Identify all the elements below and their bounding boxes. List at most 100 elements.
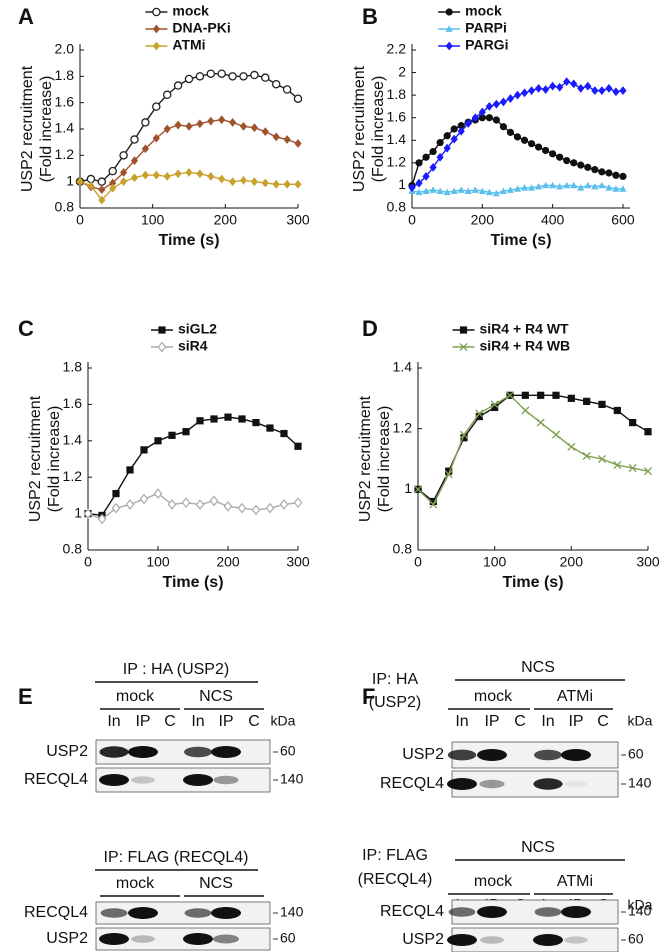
marker <box>415 178 423 188</box>
marker <box>265 502 275 514</box>
marker <box>436 187 444 194</box>
x-tick-label: 100 <box>141 212 165 228</box>
y-tick-label: 1.6 <box>63 395 83 411</box>
marker <box>577 161 585 169</box>
marker <box>605 184 613 191</box>
band <box>184 908 212 918</box>
x-tick-label: 0 <box>76 212 84 228</box>
lane-label: IP <box>568 713 583 730</box>
marker <box>250 70 259 80</box>
marker <box>184 74 194 84</box>
y-axis-title: USP2 recruitment <box>27 395 44 522</box>
marker <box>549 81 557 91</box>
marker <box>271 79 281 89</box>
band <box>561 749 591 761</box>
marker <box>527 140 536 148</box>
marker <box>582 451 591 461</box>
marker <box>444 470 453 479</box>
marker <box>527 86 536 96</box>
y-tick-label: 1.4 <box>393 359 413 375</box>
marker <box>279 499 289 510</box>
panel-label: A <box>18 4 34 29</box>
marker <box>120 177 128 187</box>
marker <box>126 466 134 474</box>
marker <box>478 114 486 122</box>
marker <box>162 90 172 100</box>
marker <box>506 128 515 136</box>
marker <box>556 82 564 92</box>
lane-label: IP <box>218 713 233 730</box>
y-tick-label: 1.8 <box>55 67 75 83</box>
band <box>561 906 591 918</box>
marker <box>443 132 451 140</box>
marker <box>174 120 182 130</box>
marker <box>570 79 578 89</box>
y-tick-label: 0.8 <box>63 541 83 557</box>
marker <box>429 500 438 509</box>
marker <box>605 83 613 93</box>
band <box>183 933 213 945</box>
band <box>533 934 563 946</box>
marker <box>492 99 500 109</box>
marker <box>598 86 606 96</box>
marker <box>415 188 423 196</box>
lane-label: In <box>455 713 468 730</box>
marker <box>591 86 599 96</box>
marker <box>567 394 575 402</box>
marker <box>612 185 620 192</box>
band <box>534 749 562 761</box>
marker <box>97 513 107 525</box>
marker <box>272 179 280 189</box>
marker <box>591 182 599 190</box>
y-tick-label: 0.8 <box>393 541 413 557</box>
marker <box>163 124 171 134</box>
band <box>183 774 213 786</box>
x-tick-label: 200 <box>471 212 495 228</box>
marker <box>294 179 302 189</box>
marker <box>429 147 437 156</box>
marker <box>534 83 543 93</box>
marker <box>280 429 288 438</box>
band <box>480 936 504 944</box>
marker <box>619 172 627 180</box>
marker <box>422 172 430 181</box>
kda-label: 60 <box>280 930 296 946</box>
y-tick-label: 1.4 <box>63 432 83 448</box>
treatment-label: NCS <box>521 659 555 676</box>
marker <box>505 391 515 400</box>
legend-label: siR4 <box>178 338 208 354</box>
marker <box>153 488 163 499</box>
group-label: ATMi <box>557 688 593 705</box>
legend-label: siR4 + R4 WT <box>480 321 570 337</box>
marker <box>521 406 530 415</box>
marker <box>613 406 621 415</box>
band <box>211 746 241 758</box>
row-label: USP2 <box>46 743 88 760</box>
row-label: RECQL4 <box>380 775 444 792</box>
marker <box>436 138 444 147</box>
marker <box>218 174 226 184</box>
kda-label: 60 <box>280 743 296 759</box>
marker <box>98 195 106 205</box>
series-line <box>87 416 299 517</box>
marker <box>471 113 479 123</box>
lane-label: In <box>107 713 120 730</box>
y-tick-label: 1.4 <box>387 131 407 147</box>
x-tick-label: 0 <box>414 554 422 570</box>
marker <box>228 72 237 81</box>
legend-label: DNA-PKi <box>172 20 230 36</box>
marker <box>506 186 515 193</box>
x-axis-title: Time (s) <box>162 574 223 591</box>
lane-label: In <box>541 713 554 730</box>
band <box>184 746 212 758</box>
band <box>99 933 129 945</box>
y-tick-label: 0.8 <box>387 199 407 215</box>
legend-label: PARPi <box>465 20 507 36</box>
lane-label: In <box>191 713 204 730</box>
marker <box>109 178 117 188</box>
marker <box>513 133 522 141</box>
marker <box>443 143 451 153</box>
marker <box>567 442 576 451</box>
marker <box>408 183 416 193</box>
